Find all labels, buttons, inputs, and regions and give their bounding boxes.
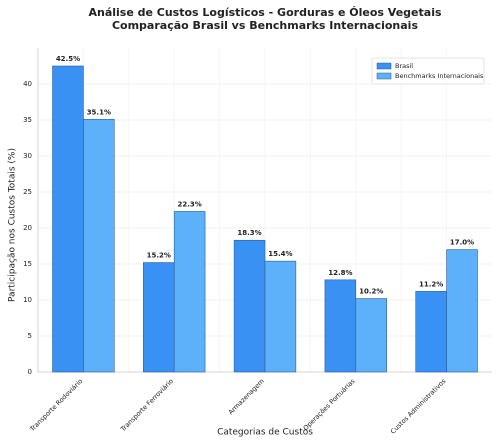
y-tick-label: 15	[23, 260, 32, 268]
y-tick-label: 20	[23, 224, 32, 232]
value-label: 42.5%	[56, 55, 80, 63]
y-tick-label: 5	[28, 332, 32, 340]
bar	[355, 298, 387, 373]
x-tick-label: Transporte Ferroviário	[118, 377, 175, 434]
bar	[173, 211, 206, 373]
value-label: 12.8%	[328, 269, 352, 277]
chart-subtitle: Comparação Brasil vs Benchmarks Internac…	[112, 19, 418, 32]
bar	[83, 118, 115, 373]
y-tick-label: 10	[23, 296, 32, 304]
value-label: 17.0%	[450, 239, 474, 247]
x-tick-label: Custos Administrativos	[389, 377, 448, 436]
legend-swatch	[376, 72, 392, 80]
x-tick-label: Armazenagem	[227, 377, 266, 416]
value-label: 18.3%	[237, 229, 261, 237]
x-tick-label: Operações Portuárias	[302, 377, 357, 432]
y-tick-label: 25	[23, 188, 32, 196]
value-label: 35.1%	[87, 108, 111, 116]
value-label: 15.2%	[147, 252, 171, 260]
y-tick-label: 40	[23, 80, 32, 88]
value-label: 11.2%	[419, 280, 443, 288]
chart-title: Análise de Custos Logísticos - Gorduras …	[88, 6, 441, 19]
legend-label: Brasil	[395, 62, 413, 70]
bar	[446, 249, 478, 373]
x-tick-label: Transporte Rodoviário	[28, 377, 85, 434]
value-label: 15.4%	[268, 250, 292, 258]
legend-swatch	[376, 62, 392, 70]
value-label: 22.3%	[177, 200, 201, 208]
bar	[415, 291, 447, 373]
bar	[233, 239, 266, 373]
y-tick-label: 35	[23, 116, 32, 124]
bar	[143, 262, 175, 373]
bar	[264, 260, 297, 373]
value-label: 10.2%	[359, 288, 383, 296]
bar	[324, 279, 357, 373]
bar	[52, 65, 84, 373]
y-tick-label: 0	[28, 368, 32, 376]
x-axis-label: Categorias de Custos	[217, 428, 313, 438]
legend-box	[371, 57, 485, 85]
legend-label: Benchmarks Internacionais	[395, 72, 484, 80]
y-axis-label: Participação nos Custos Totais (%)	[8, 148, 18, 302]
y-tick-label: 30	[23, 152, 32, 160]
